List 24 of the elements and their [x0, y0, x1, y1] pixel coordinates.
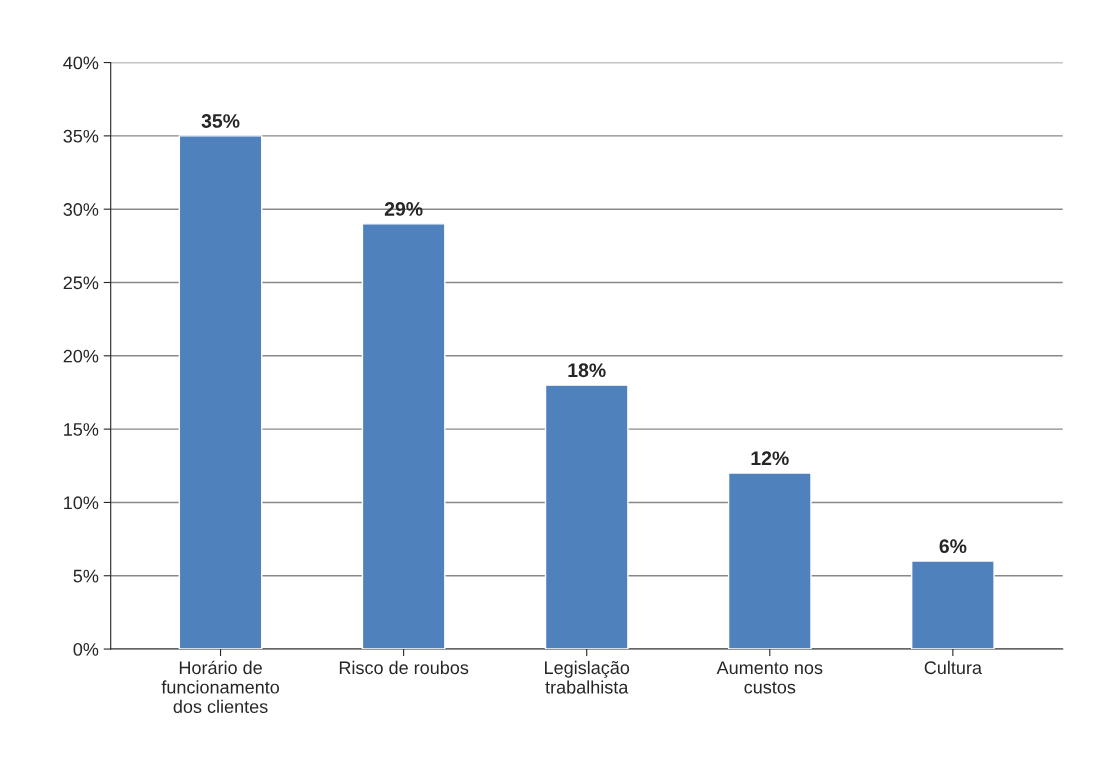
data-label: 35% [201, 114, 240, 128]
y-tick-label: 30% [63, 203, 99, 216]
bar [727, 472, 812, 650]
bar [910, 560, 995, 650]
bar [544, 384, 629, 650]
x-tick-label: Legislação trabalhista [545, 660, 630, 694]
data-label: 29% [384, 202, 423, 216]
data-label: 6% [939, 539, 967, 554]
x-tick-label: Horário de funcionamento dos clientes [161, 660, 280, 714]
x-tick-label: Cultura [924, 660, 982, 675]
bar [178, 135, 263, 650]
y-tick-label: 40% [63, 56, 99, 70]
x-tick-label: Risco de roubos [339, 660, 469, 675]
data-label: 18% [568, 363, 606, 378]
bar [361, 223, 446, 650]
data-label: 12% [751, 451, 789, 466]
y-tick-label: 35% [63, 129, 99, 143]
y-tick-label: 10% [64, 496, 99, 510]
y-tick-label: 20% [63, 349, 99, 363]
x-tick-label: Aumento nos custos [716, 661, 823, 694]
y-tick-label: 0% [73, 642, 99, 656]
y-tick-label: 5% [73, 569, 99, 583]
y-tick-label: 25% [63, 276, 99, 290]
y-tick-label: 15% [64, 423, 99, 436]
